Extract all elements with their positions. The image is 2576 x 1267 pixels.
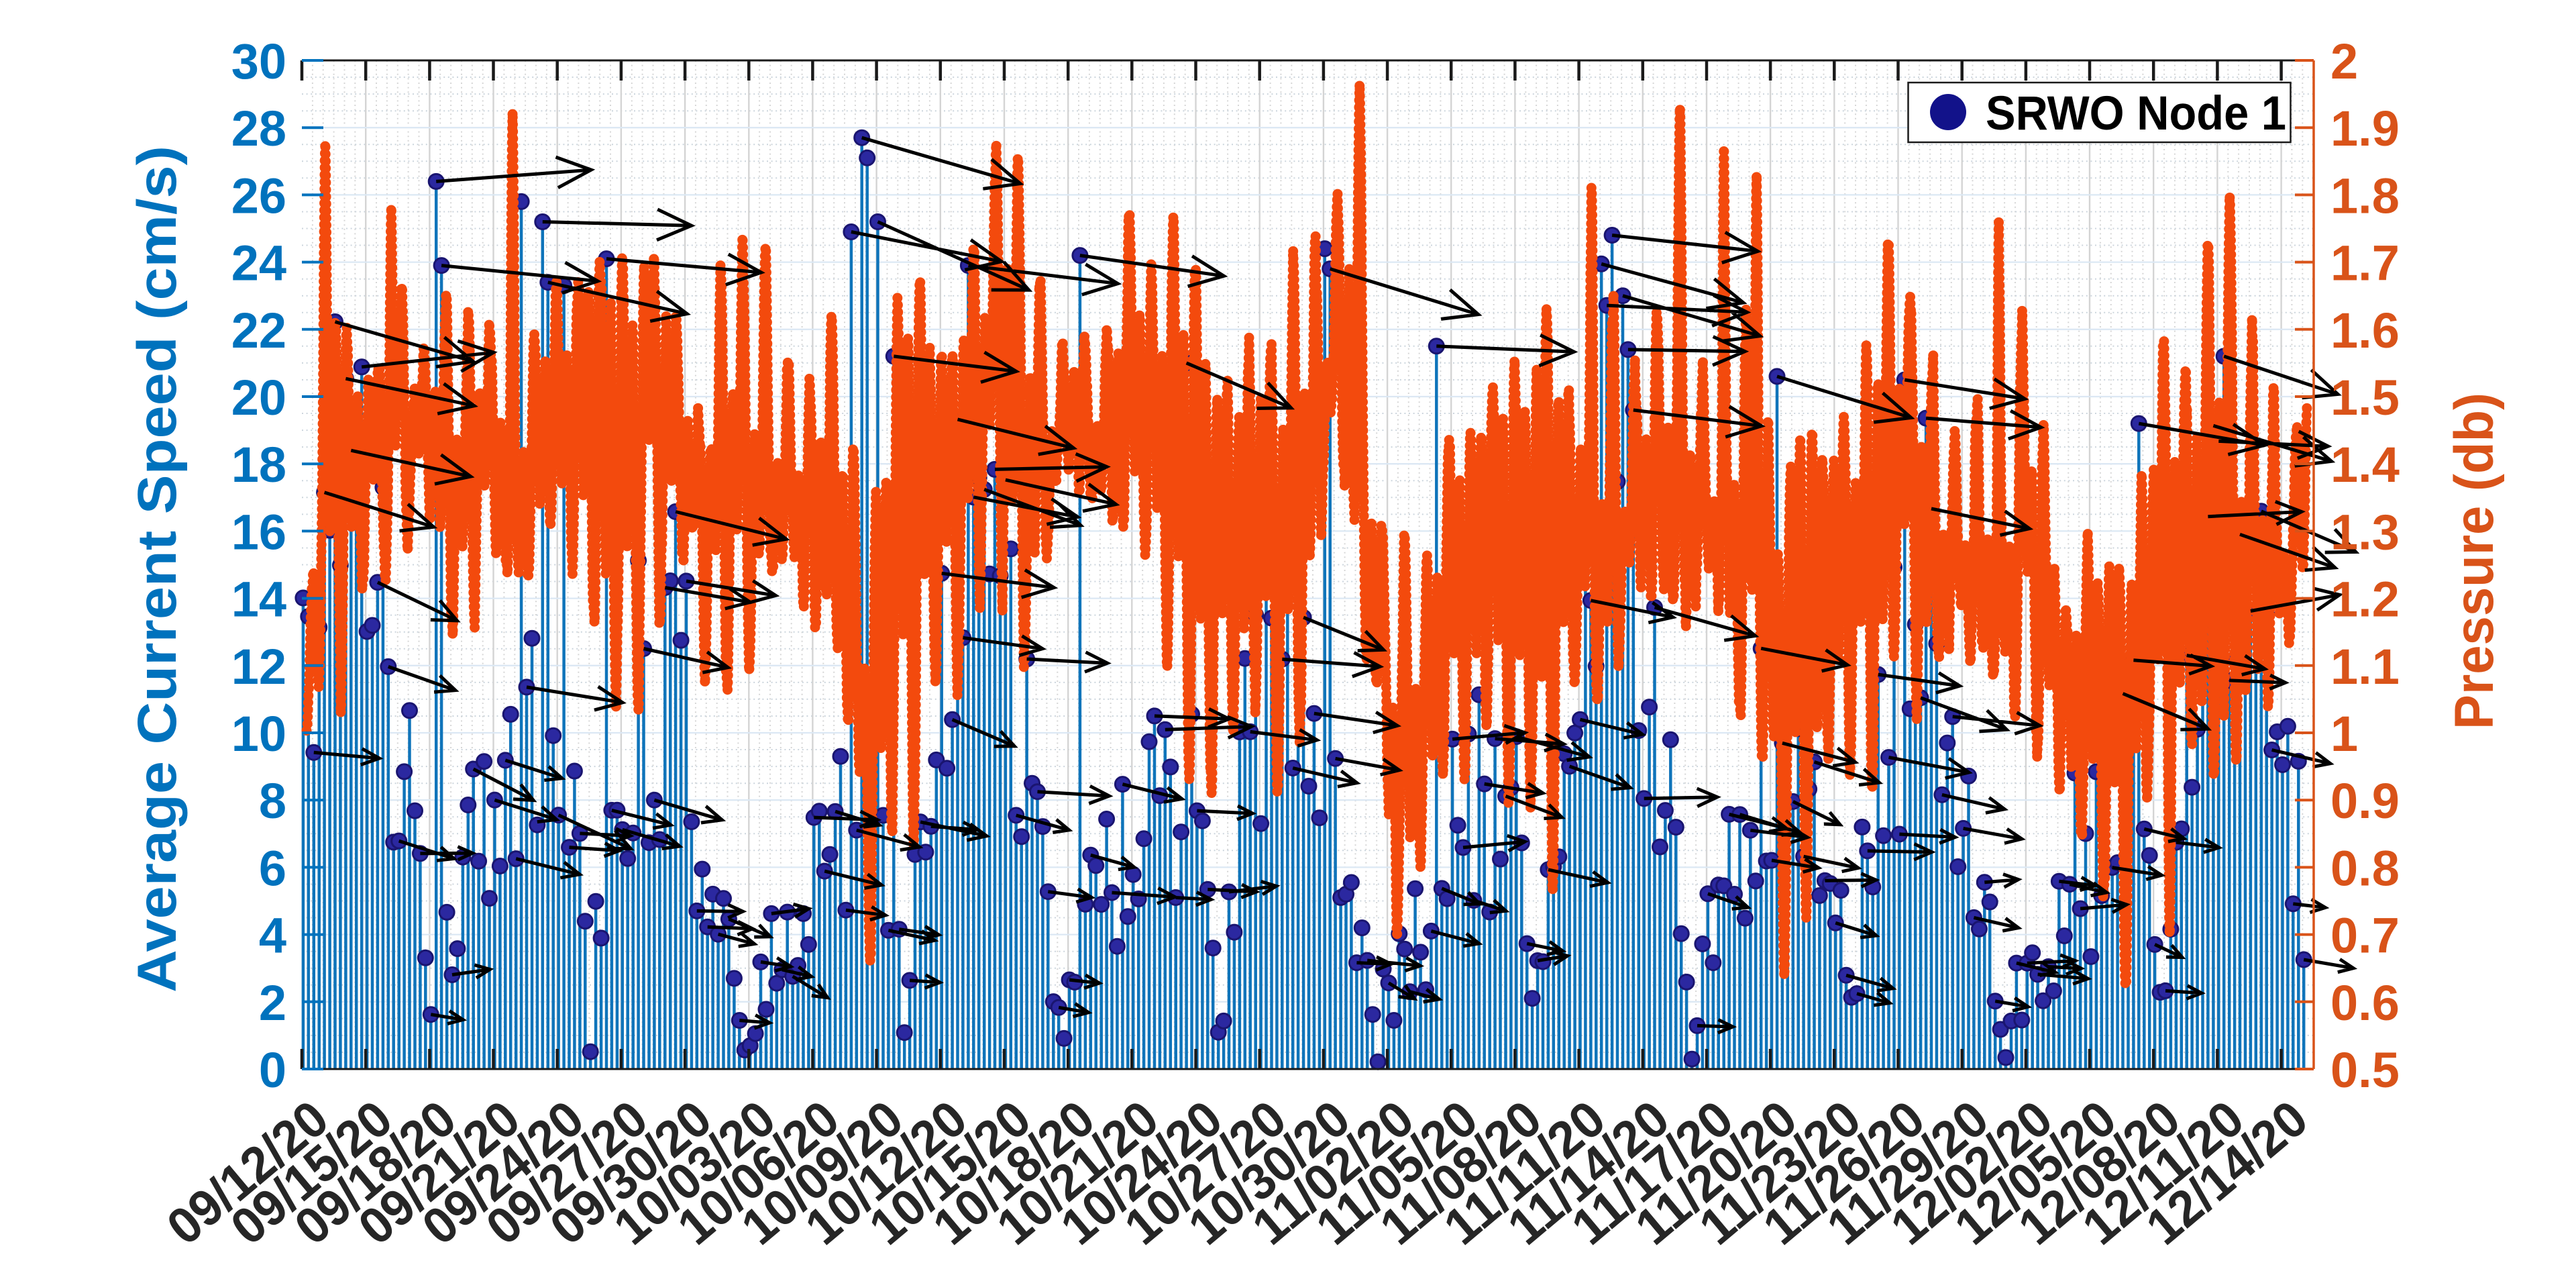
svg-text:12: 12 xyxy=(231,639,286,695)
svg-text:1.1: 1.1 xyxy=(2330,639,2400,695)
svg-text:22: 22 xyxy=(231,303,286,358)
svg-text:18: 18 xyxy=(231,437,286,493)
svg-text:1.4: 1.4 xyxy=(2330,437,2400,493)
svg-text:0.6: 0.6 xyxy=(2330,975,2400,1031)
svg-text:1.9: 1.9 xyxy=(2330,101,2400,156)
svg-text:6: 6 xyxy=(259,840,286,896)
svg-text:20: 20 xyxy=(231,370,286,425)
svg-text:26: 26 xyxy=(231,168,286,223)
svg-text:1.5: 1.5 xyxy=(2330,370,2400,425)
svg-text:8: 8 xyxy=(259,773,286,829)
svg-text:Pressure (db): Pressure (db) xyxy=(2444,393,2505,729)
svg-text:SRWO Node 1: SRWO Node 1 xyxy=(1986,87,2286,140)
svg-text:0: 0 xyxy=(259,1042,286,1098)
svg-text:16: 16 xyxy=(231,504,286,560)
svg-text:14: 14 xyxy=(231,572,286,627)
svg-text:1.6: 1.6 xyxy=(2330,303,2400,358)
svg-text:30: 30 xyxy=(231,34,286,89)
svg-text:24: 24 xyxy=(231,236,286,291)
svg-text:4: 4 xyxy=(259,908,286,964)
svg-text:1.7: 1.7 xyxy=(2330,236,2400,291)
svg-text:10: 10 xyxy=(231,706,286,762)
svg-text:2: 2 xyxy=(259,975,286,1031)
svg-text:28: 28 xyxy=(231,101,286,156)
svg-text:Average Current Speed (cm/s): Average Current Speed (cm/s) xyxy=(127,146,188,993)
svg-text:0.7: 0.7 xyxy=(2330,908,2400,964)
svg-text:1.3: 1.3 xyxy=(2330,504,2400,560)
svg-text:1.2: 1.2 xyxy=(2330,572,2400,627)
svg-text:1: 1 xyxy=(2330,706,2358,762)
svg-text:0.5: 0.5 xyxy=(2330,1042,2400,1098)
svg-text:1.8: 1.8 xyxy=(2330,168,2400,223)
svg-text:2: 2 xyxy=(2330,34,2358,89)
svg-text:0.9: 0.9 xyxy=(2330,773,2400,829)
svg-text:0.8: 0.8 xyxy=(2330,840,2400,896)
